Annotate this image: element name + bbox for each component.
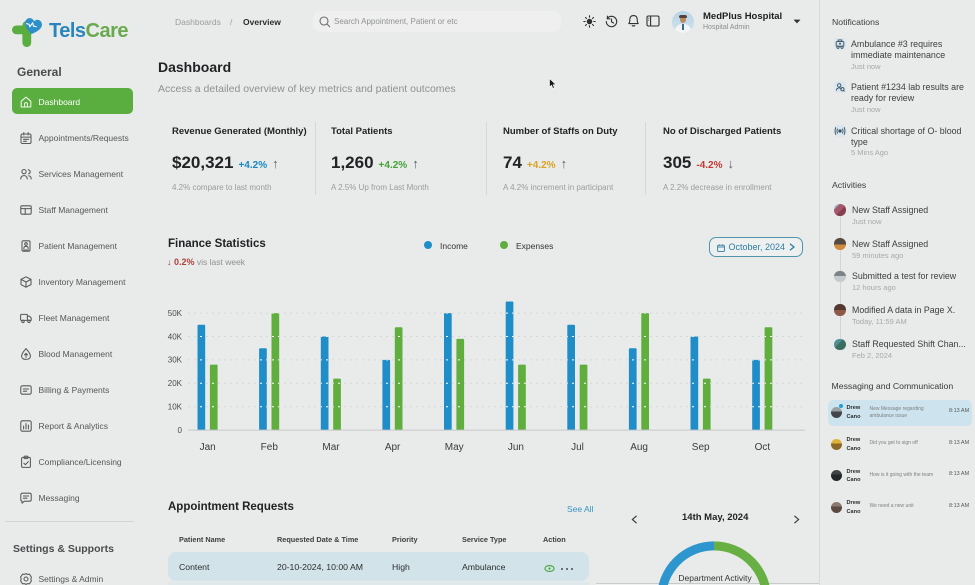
svg-text:10K: 10K	[168, 403, 183, 412]
svg-text:Jun: Jun	[508, 442, 524, 453]
svg-text:40K: 40K	[168, 332, 183, 341]
svg-text:Jul: Jul	[571, 442, 584, 453]
svg-text:Mar: Mar	[322, 442, 340, 453]
svg-text:0: 0	[178, 426, 183, 435]
svg-text:20K: 20K	[168, 379, 183, 388]
svg-text:Jan: Jan	[200, 442, 216, 453]
svg-text:Apr: Apr	[385, 442, 401, 453]
svg-text:May: May	[445, 442, 464, 453]
svg-text:30K: 30K	[168, 356, 183, 365]
svg-text:Sep: Sep	[692, 442, 710, 453]
svg-text:50K: 50K	[168, 309, 183, 318]
svg-text:Feb: Feb	[261, 442, 279, 453]
svg-text:Department Activity: Department Activity	[678, 573, 752, 583]
svg-text:Oct: Oct	[755, 442, 771, 453]
svg-text:Aug: Aug	[630, 442, 648, 453]
